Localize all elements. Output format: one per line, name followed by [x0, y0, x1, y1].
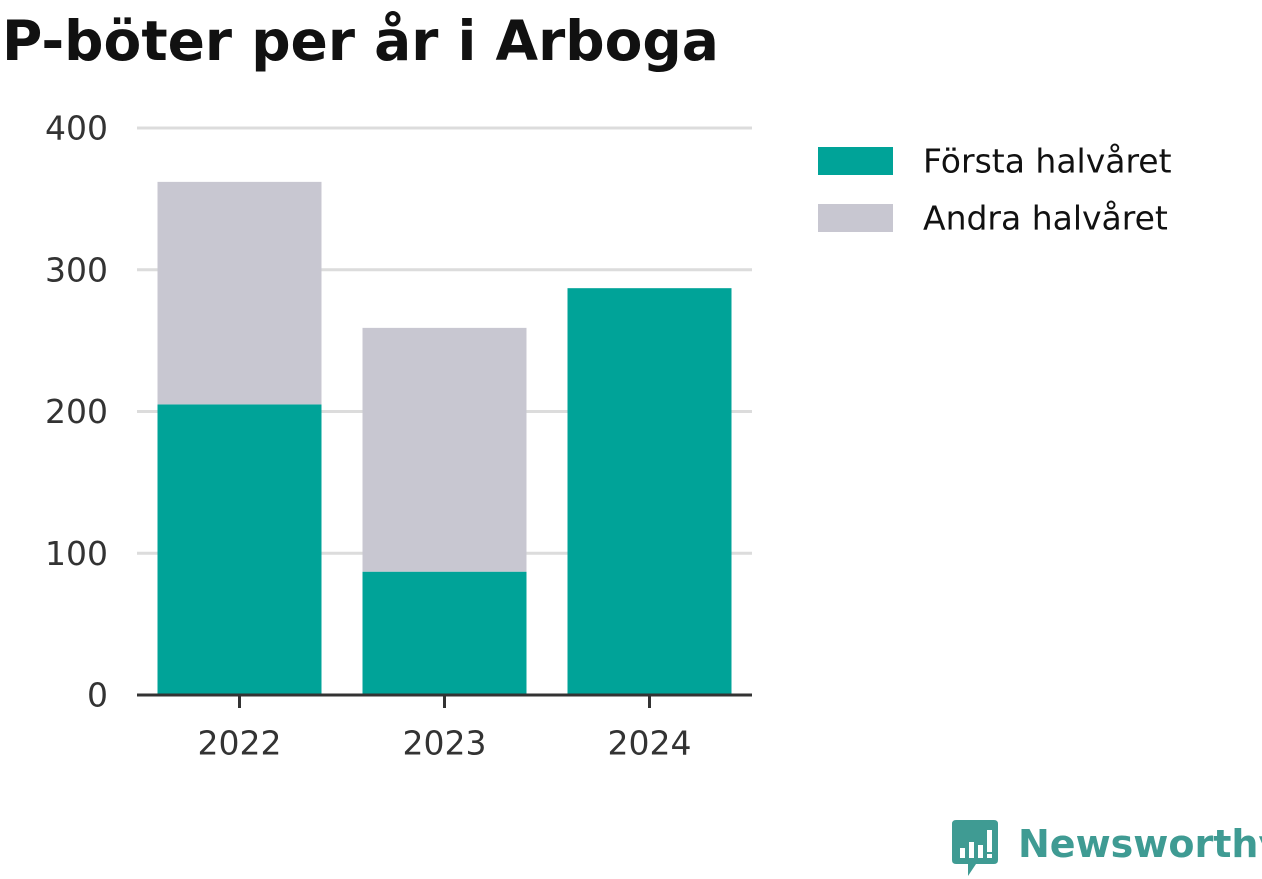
- x-tick-label: 2023: [403, 724, 487, 763]
- bar-2023-series-1: [362, 571, 527, 695]
- y-axis-ticks: 0 100 200 300 400: [45, 109, 108, 715]
- newsworthy-logo-text: Newsworthy: [1018, 822, 1262, 866]
- y-tick-label: 400: [45, 109, 108, 148]
- legend-swatch: [818, 147, 893, 175]
- bar-2024-series-1: [567, 288, 732, 695]
- y-tick-label: 100: [45, 534, 108, 573]
- bar-2022-series-2: [157, 181, 322, 405]
- bars: [157, 181, 732, 695]
- legend-label: Andra halvåret: [923, 199, 1168, 238]
- x-axis-ticks: 2022 2023 2024: [198, 695, 692, 763]
- y-tick-label: 0: [87, 676, 108, 715]
- chart-title: P-böter per år i Arboga: [2, 9, 719, 73]
- legend: Första halvåret Andra halvåret: [818, 142, 1172, 238]
- newsworthy-logo-icon: [952, 820, 998, 876]
- bar-2023-series-2: [362, 327, 527, 572]
- x-tick-label: 2022: [198, 724, 282, 763]
- y-tick-label: 200: [45, 392, 108, 431]
- legend-swatch: [818, 204, 893, 232]
- bar-2022-series-1: [157, 404, 322, 695]
- x-tick-label: 2024: [608, 724, 692, 763]
- legend-label: Första halvåret: [923, 142, 1172, 181]
- y-tick-label: 300: [45, 250, 108, 289]
